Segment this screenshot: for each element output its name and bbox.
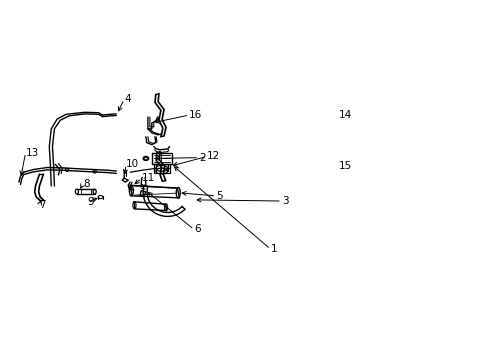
Text: 12: 12: [206, 152, 220, 162]
Text: 10: 10: [126, 159, 139, 169]
Text: 9: 9: [87, 197, 94, 207]
Text: 11: 11: [142, 173, 155, 183]
Text: 3: 3: [282, 196, 288, 206]
Text: 14: 14: [338, 110, 351, 120]
Text: 6: 6: [194, 224, 200, 234]
Text: 1: 1: [270, 244, 277, 254]
Circle shape: [94, 171, 95, 172]
Text: 7: 7: [40, 200, 46, 210]
Text: 2: 2: [199, 153, 205, 163]
Text: 13: 13: [25, 148, 39, 158]
Text: 8: 8: [82, 179, 89, 189]
Bar: [154, 165, 169, 173]
Text: 16: 16: [189, 110, 202, 120]
Text: 5: 5: [216, 191, 222, 201]
Text: 15: 15: [338, 161, 351, 171]
Circle shape: [66, 169, 67, 171]
Text: 4: 4: [124, 94, 131, 104]
